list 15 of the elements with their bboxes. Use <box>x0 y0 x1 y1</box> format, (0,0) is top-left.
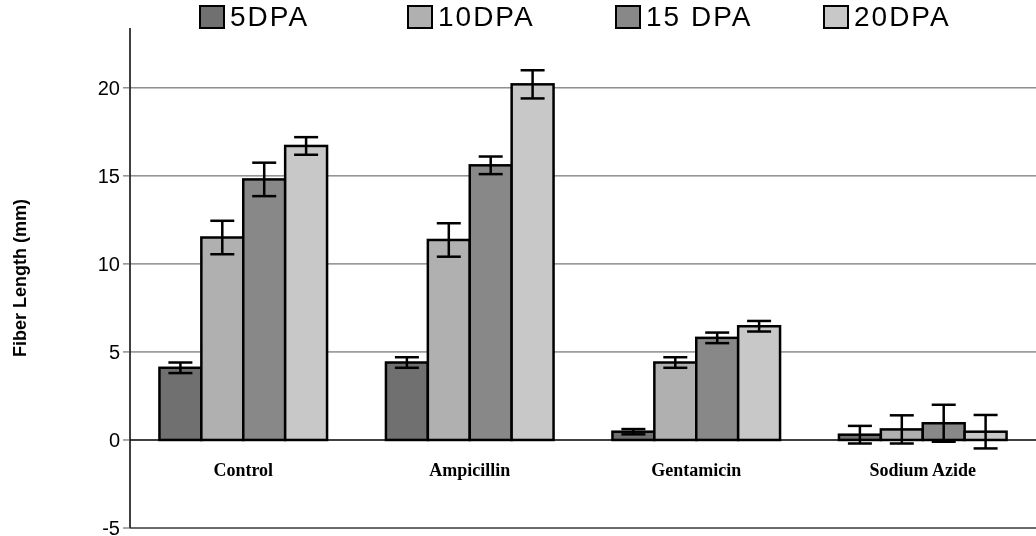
x-tick-label: Control <box>213 459 274 480</box>
y-tick-label: 20 <box>97 76 120 99</box>
x-tick-label: Gentamicin <box>651 459 742 480</box>
x-tick-label: Sodium Azide <box>869 459 977 480</box>
legend-label: 15 DPA <box>646 1 753 32</box>
y-tick-label: -5 <box>102 517 120 536</box>
legend-label: 10DPA <box>438 1 535 32</box>
x-tick-label: Ampicillin <box>429 459 511 480</box>
y-tick-label: 10 <box>97 252 120 275</box>
y-tick-label: 0 <box>108 428 120 451</box>
legend-label: 5DPA <box>230 1 310 32</box>
y-tick-label: 15 <box>97 164 120 187</box>
y-axis-title: Fiber Length (mm) <box>10 199 30 357</box>
legend-label: 20DPA <box>854 1 951 32</box>
y-tick-label: 5 <box>108 340 120 363</box>
